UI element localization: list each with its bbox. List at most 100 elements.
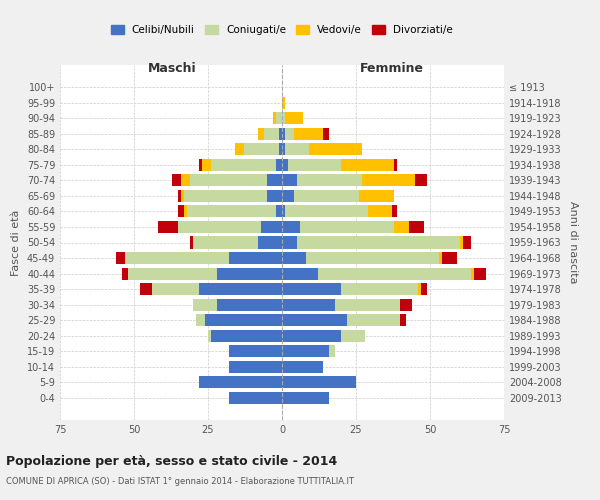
Bar	[181, 174, 190, 186]
Bar	[122, 268, 128, 280]
Bar	[294, 190, 359, 202]
Bar	[199, 283, 282, 295]
Bar	[282, 360, 323, 373]
Bar	[259, 236, 282, 248]
Bar	[285, 144, 308, 156]
Bar	[282, 236, 297, 248]
Bar	[282, 144, 285, 156]
Bar	[341, 283, 418, 295]
Bar	[187, 206, 276, 218]
Bar	[282, 190, 294, 202]
Y-axis label: Anni di nascita: Anni di nascita	[568, 201, 578, 284]
Bar	[400, 314, 406, 326]
Bar	[276, 206, 282, 218]
Bar	[409, 221, 424, 233]
Bar	[190, 174, 267, 186]
Bar	[193, 298, 217, 310]
Bar	[394, 221, 409, 233]
Bar	[282, 314, 347, 326]
Bar	[323, 128, 329, 140]
Bar	[285, 112, 303, 124]
Text: Femmine: Femmine	[359, 62, 424, 75]
Bar	[267, 190, 282, 202]
Bar	[128, 268, 217, 280]
Text: COMUNE DI APRICA (SO) - Dati ISTAT 1° gennaio 2014 - Elaborazione TUTTITALIA.IT: COMUNE DI APRICA (SO) - Dati ISTAT 1° ge…	[6, 478, 354, 486]
Legend: Celibi/Nubili, Coniugati/e, Vedovi/e, Divorziati/e: Celibi/Nubili, Coniugati/e, Vedovi/e, Di…	[107, 20, 457, 39]
Bar	[261, 221, 282, 233]
Bar	[229, 392, 282, 404]
Bar	[282, 112, 285, 124]
Bar	[178, 221, 261, 233]
Bar	[229, 252, 282, 264]
Bar	[158, 221, 178, 233]
Bar	[282, 283, 341, 295]
Bar	[178, 206, 184, 218]
Bar	[208, 330, 211, 342]
Bar	[317, 268, 472, 280]
Bar	[282, 268, 317, 280]
Bar	[300, 221, 394, 233]
Bar	[329, 345, 335, 358]
Bar	[190, 236, 193, 248]
Bar	[297, 236, 460, 248]
Bar	[341, 159, 394, 171]
Text: Maschi: Maschi	[148, 62, 197, 75]
Bar	[184, 206, 187, 218]
Bar	[217, 268, 282, 280]
Bar	[196, 314, 205, 326]
Bar	[116, 252, 125, 264]
Bar	[282, 96, 285, 109]
Text: Popolazione per età, sesso e stato civile - 2014: Popolazione per età, sesso e stato civil…	[6, 455, 337, 468]
Bar	[297, 174, 362, 186]
Bar	[181, 190, 184, 202]
Bar	[463, 236, 472, 248]
Bar	[282, 206, 285, 218]
Bar	[347, 314, 400, 326]
Bar	[244, 144, 279, 156]
Bar	[217, 298, 282, 310]
Bar	[394, 159, 397, 171]
Bar	[202, 159, 211, 171]
Bar	[475, 268, 486, 280]
Bar	[305, 252, 439, 264]
Bar	[282, 174, 297, 186]
Bar	[335, 298, 400, 310]
Bar	[282, 221, 300, 233]
Bar	[184, 190, 267, 202]
Bar	[294, 128, 323, 140]
Bar	[279, 128, 282, 140]
Bar	[193, 236, 259, 248]
Bar	[368, 206, 392, 218]
Bar	[279, 144, 282, 156]
Y-axis label: Fasce di età: Fasce di età	[11, 210, 21, 276]
Bar	[415, 174, 427, 186]
Bar	[421, 283, 427, 295]
Bar	[276, 159, 282, 171]
Bar	[282, 345, 329, 358]
Bar	[472, 268, 475, 280]
Bar	[152, 283, 199, 295]
Bar	[439, 252, 442, 264]
Bar	[178, 190, 181, 202]
Bar	[125, 252, 229, 264]
Bar	[211, 159, 276, 171]
Bar	[273, 112, 276, 124]
Bar	[211, 330, 282, 342]
Bar	[460, 236, 463, 248]
Bar	[199, 159, 202, 171]
Bar	[282, 330, 341, 342]
Bar	[140, 283, 152, 295]
Bar	[264, 128, 279, 140]
Bar	[285, 128, 294, 140]
Bar	[229, 360, 282, 373]
Bar	[392, 206, 397, 218]
Bar	[282, 376, 356, 388]
Bar	[282, 392, 329, 404]
Bar	[341, 330, 365, 342]
Bar	[308, 144, 362, 156]
Bar	[282, 252, 305, 264]
Bar	[288, 159, 341, 171]
Bar	[172, 174, 181, 186]
Bar	[259, 128, 264, 140]
Bar	[199, 376, 282, 388]
